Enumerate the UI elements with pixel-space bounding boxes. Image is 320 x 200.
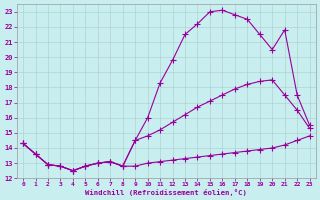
X-axis label: Windchill (Refroidissement éolien,°C): Windchill (Refroidissement éolien,°C)	[85, 189, 247, 196]
